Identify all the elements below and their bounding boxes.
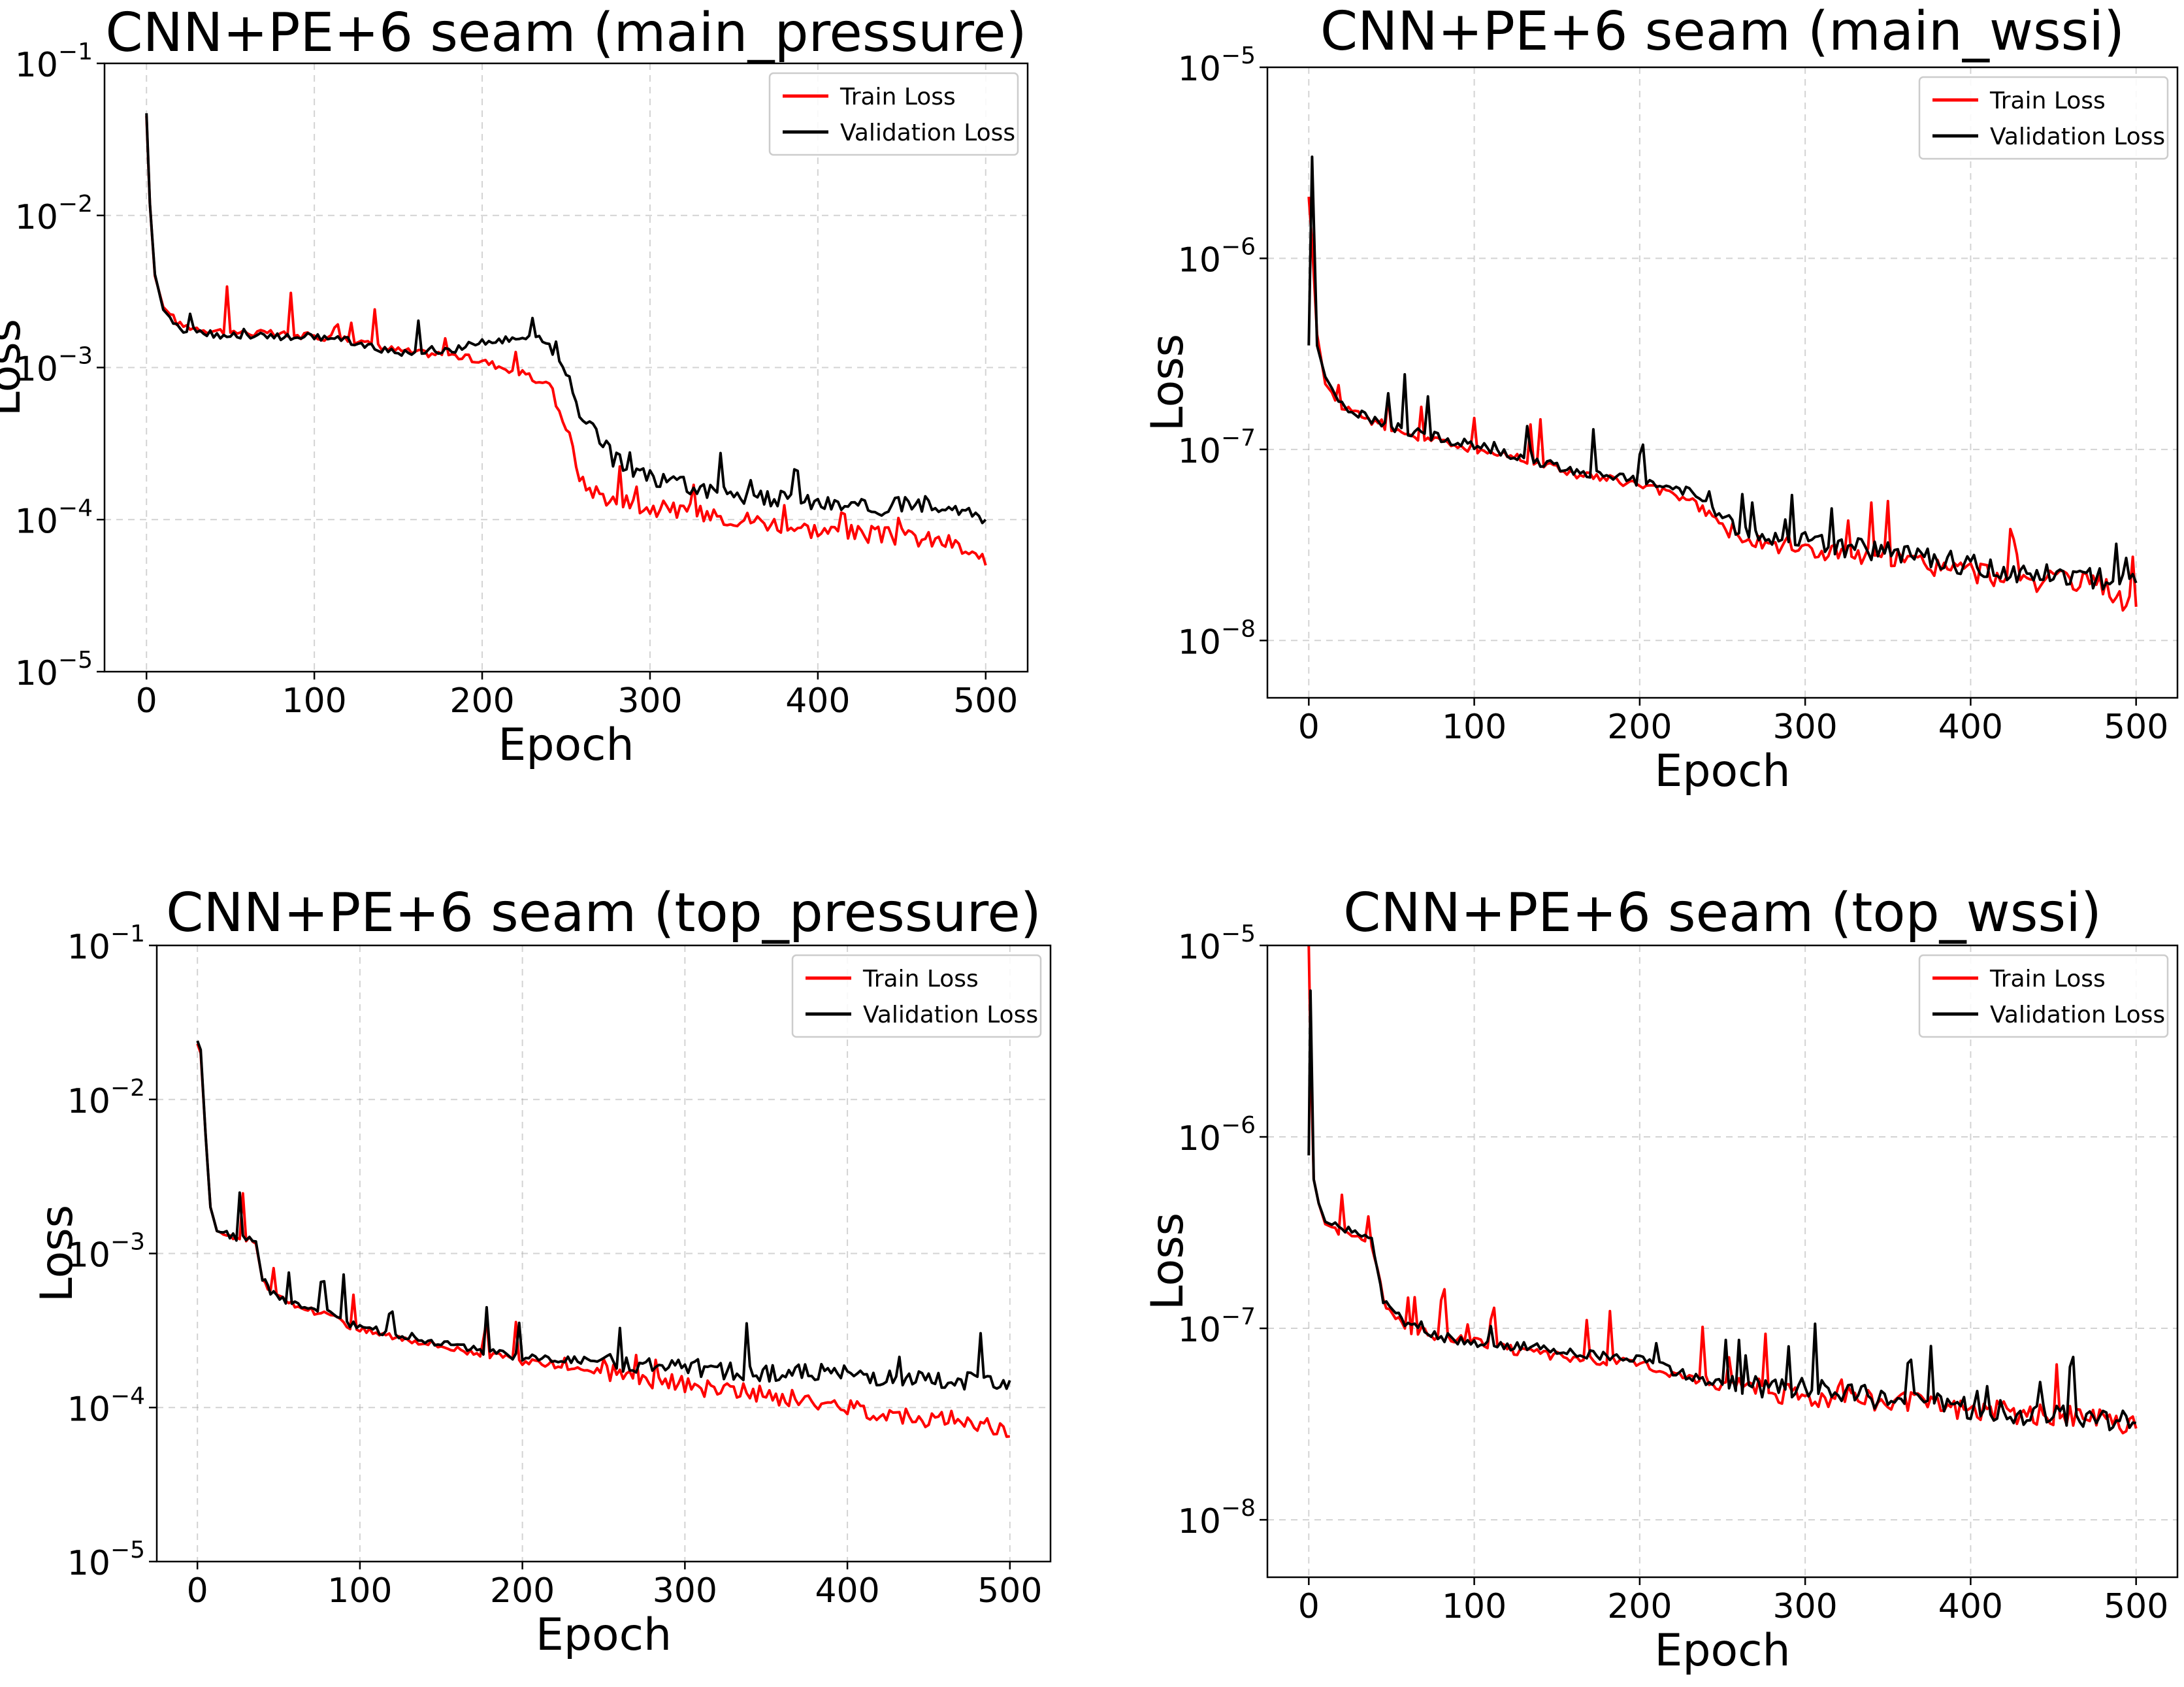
legend-train-label: Train Loss xyxy=(862,966,979,992)
validation-loss-line xyxy=(196,1040,1011,1391)
y-tick-label: 10−7 xyxy=(1178,1303,1256,1350)
legend-box xyxy=(768,72,1019,156)
y-tick-label: 10−3 xyxy=(15,343,93,389)
x-tick-label: 200 xyxy=(1607,708,1672,747)
chart-panel-4: 0 100 200 300 400 500 10−5 10−6 10−7 10−8 CNN+PE+6… xyxy=(1142,882,2179,1677)
x-tick-label: 400 xyxy=(1938,708,2003,747)
legend-validation-label: Validation Loss xyxy=(863,1002,1038,1028)
chart-title: CNN+PE+6 seam (top_wssi) xyxy=(1343,882,2102,944)
x-axis-label: Epoch xyxy=(536,1609,672,1661)
train-loss-line xyxy=(196,1043,1010,1438)
x-tick-label: 200 xyxy=(449,681,514,721)
validation-loss-line xyxy=(1307,989,2136,1432)
train-loss-line xyxy=(1307,197,2138,612)
y-tick-label: 10−5 xyxy=(1178,42,1256,89)
y-tick-label: 10−2 xyxy=(67,1075,145,1121)
x-tick-label: 200 xyxy=(1607,1587,1672,1626)
chart-title: CNN+PE+6 seam (main_pressure) xyxy=(105,2,1026,64)
grid xyxy=(157,945,1051,1562)
legend-box xyxy=(791,954,1042,1038)
y-axis-label: Loss xyxy=(1142,1213,1194,1310)
x-tick-label: 200 xyxy=(490,1571,555,1611)
legend: Train Loss Validation Loss xyxy=(768,72,1019,156)
plot-frame xyxy=(1266,66,2179,699)
x-tick-label: 0 xyxy=(1298,1587,1320,1626)
x-tick-label: 100 xyxy=(327,1571,392,1611)
chart-panel-3: 0 100 200 300 400 500 10−1 10−2 10−3 10−4 10−5 CNN+… xyxy=(31,882,1052,1661)
x-tick-label: 300 xyxy=(653,1571,717,1611)
y-tick-label: 10−8 xyxy=(1178,1495,1256,1541)
x-tick-label: 400 xyxy=(785,681,850,721)
x-tick-label: 300 xyxy=(617,681,682,721)
x-tick-label: 400 xyxy=(815,1571,879,1611)
y-tick-label: 10−1 xyxy=(67,921,145,967)
legend-box xyxy=(1918,76,2169,160)
y-tick-label: 10−5 xyxy=(67,1537,145,1583)
x-tick-label: 100 xyxy=(1442,708,1507,747)
x-axis-label: Epoch xyxy=(1654,1625,1790,1677)
legend-validation-label: Validation Loss xyxy=(840,120,1015,146)
legend-validation-label: Validation Loss xyxy=(1990,123,2165,150)
legend: Train Loss Validation Loss xyxy=(1918,76,2169,160)
legend-train-label: Train Loss xyxy=(1989,966,2106,992)
x-tick-label: 300 xyxy=(1773,1587,1838,1626)
y-axis-label: Loss xyxy=(1142,334,1194,431)
x-tick-label: 500 xyxy=(2104,708,2168,747)
x-tick-label: 0 xyxy=(136,681,157,721)
x-tick-label: 100 xyxy=(282,681,347,721)
y-tick-label: 10−6 xyxy=(1178,1112,1256,1158)
x-tick-label: 400 xyxy=(1938,1587,2003,1626)
chart-title: CNN+PE+6 seam (top_pressure) xyxy=(166,882,1041,944)
train-loss-line xyxy=(1307,945,2138,1435)
chart-panel-1: 0 100 200 300 400 500 10−1 10−2 10−3 10−4 10−5 CNN+… xyxy=(0,2,1029,771)
plot-frame xyxy=(1266,944,2179,1579)
x-tick-label: 0 xyxy=(187,1571,208,1611)
x-axis-label: Epoch xyxy=(498,719,634,771)
grid xyxy=(1267,945,2177,1577)
legend-box xyxy=(1918,954,2169,1038)
x-tick-label: 500 xyxy=(977,1571,1042,1611)
y-tick-label: 10−6 xyxy=(1178,233,1256,280)
legend: Train Loss Validation Loss xyxy=(1918,954,2169,1038)
legend: Train Loss Validation Loss xyxy=(791,954,1042,1038)
y-tick-label: 10−5 xyxy=(1178,921,1256,967)
y-tick-label: 10−4 xyxy=(15,495,93,541)
validation-loss-line xyxy=(1307,156,2138,591)
x-axis-label: Epoch xyxy=(1654,745,1790,797)
chart-panel-2: 0 100 200 300 400 500 10−5 10−6 10−7 10−8 CNN+PE+6… xyxy=(1142,1,2179,797)
y-tick-label: 10−5 xyxy=(15,647,93,693)
y-tick-label: 10−8 xyxy=(1178,615,1256,662)
legend-train-label: Train Loss xyxy=(1989,88,2106,114)
train-loss-line xyxy=(145,116,987,566)
x-tick-label: 0 xyxy=(1298,708,1320,747)
y-tick-label: 10−2 xyxy=(15,191,93,237)
legend-validation-label: Validation Loss xyxy=(1990,1002,2165,1028)
y-axis-label: Loss xyxy=(31,1205,83,1302)
legend-train-label: Train Loss xyxy=(839,84,956,110)
y-tick-label: 10−4 xyxy=(67,1383,145,1429)
x-tick-label: 100 xyxy=(1442,1587,1507,1626)
chart-title: CNN+PE+6 seam (main_wssi) xyxy=(1320,1,2125,63)
y-axis-label: Loss xyxy=(0,319,31,416)
validation-loss-line xyxy=(145,113,987,525)
y-tick-label: 10−7 xyxy=(1178,425,1256,471)
x-tick-label: 300 xyxy=(1773,708,1838,747)
x-tick-label: 500 xyxy=(2104,1587,2168,1626)
x-tick-label: 500 xyxy=(953,681,1018,721)
y-tick-label: 10−3 xyxy=(67,1229,145,1275)
y-tick-label: 10−1 xyxy=(15,39,93,85)
